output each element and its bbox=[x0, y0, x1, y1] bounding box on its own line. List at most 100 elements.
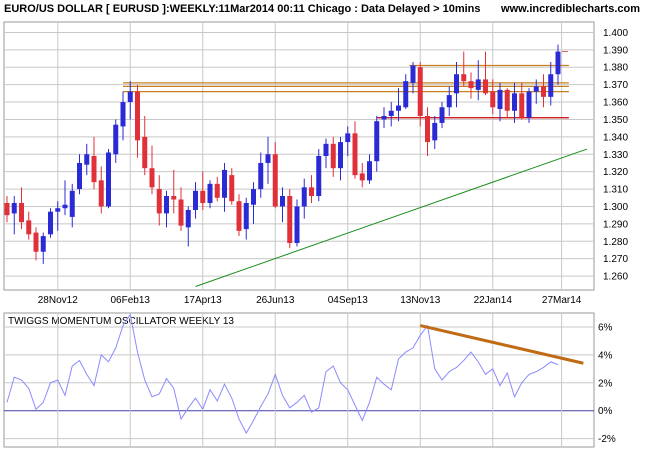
candle bbox=[207, 180, 213, 209]
candle bbox=[483, 51, 488, 96]
candle bbox=[352, 121, 358, 179]
candle-body bbox=[229, 175, 235, 202]
candle bbox=[541, 74, 546, 108]
candle-body bbox=[316, 156, 322, 197]
candle bbox=[497, 82, 503, 122]
candle bbox=[164, 190, 169, 228]
candle bbox=[91, 136, 97, 190]
price-x-tick-label: 26Jun13 bbox=[256, 295, 295, 306]
support-trendline-0 bbox=[195, 148, 588, 287]
candle bbox=[504, 88, 510, 118]
candle bbox=[338, 136, 343, 181]
candle-body bbox=[323, 143, 329, 156]
candle bbox=[512, 82, 517, 123]
candle bbox=[135, 84, 140, 158]
candle bbox=[490, 79, 496, 115]
site-url[interactable]: www.incrediblecharts.com bbox=[500, 3, 640, 15]
candle bbox=[468, 72, 474, 99]
candle-body bbox=[193, 190, 198, 210]
candle bbox=[142, 115, 148, 176]
candle bbox=[533, 79, 539, 104]
candle-body bbox=[178, 199, 184, 226]
candle-body bbox=[185, 209, 191, 228]
candle bbox=[381, 107, 387, 129]
candle bbox=[410, 62, 416, 94]
candle bbox=[294, 199, 300, 247]
candle bbox=[84, 143, 90, 176]
candle bbox=[156, 175, 162, 226]
candle-body bbox=[396, 105, 401, 111]
price-x-tick-label: 13Nov13 bbox=[400, 295, 440, 306]
candle bbox=[11, 196, 17, 235]
candle bbox=[19, 187, 24, 230]
price-x-tick-label: 06Feb13 bbox=[111, 295, 151, 306]
candle-body bbox=[439, 107, 445, 123]
candle-body bbox=[490, 91, 496, 108]
chart-title: EURO/US DOLLAR [ EURUSD ]:WEEKLY:11Mar20… bbox=[4, 3, 481, 15]
price-y-tick-label: 1.360 bbox=[603, 98, 628, 109]
candle bbox=[258, 152, 264, 198]
candle-body bbox=[251, 189, 256, 205]
candle bbox=[548, 62, 554, 106]
price-y-tick-label: 1.300 bbox=[603, 202, 628, 213]
candle bbox=[323, 138, 329, 169]
candle-body bbox=[200, 190, 206, 203]
candle bbox=[48, 208, 53, 238]
candle bbox=[265, 136, 271, 184]
candle bbox=[4, 196, 10, 223]
candle bbox=[403, 74, 409, 110]
oscillator-y-axis: 6% 4% 2% 0% -2% bbox=[598, 322, 616, 445]
candle-body bbox=[62, 204, 68, 209]
price-y-tick-label: 1.320 bbox=[603, 167, 628, 178]
candle-body bbox=[475, 79, 481, 90]
osc-y-tick-label: 6% bbox=[598, 322, 613, 333]
candle bbox=[171, 169, 177, 214]
price-y-tick-label: 1.290 bbox=[603, 219, 628, 230]
price-y-tick-label: 1.390 bbox=[603, 45, 628, 56]
candle bbox=[425, 107, 430, 156]
price-y-tick-label: 1.280 bbox=[603, 237, 628, 248]
candle bbox=[113, 119, 119, 163]
price-y-tick-label: 1.340 bbox=[603, 132, 628, 143]
candle bbox=[55, 201, 61, 231]
candle-body bbox=[55, 208, 61, 212]
osc-y-tick-label: -2% bbox=[598, 434, 616, 445]
candle bbox=[446, 86, 452, 116]
candle bbox=[127, 81, 133, 120]
candle-body bbox=[11, 202, 17, 214]
candle bbox=[454, 62, 459, 108]
candle-body bbox=[555, 51, 561, 75]
candle-body bbox=[171, 196, 177, 200]
candle bbox=[388, 102, 394, 127]
candle-body bbox=[207, 183, 213, 203]
candle bbox=[432, 115, 438, 150]
candle bbox=[200, 171, 206, 210]
candle-body bbox=[359, 173, 365, 181]
oscillator-line bbox=[6, 313, 559, 435]
candle-body bbox=[294, 206, 300, 244]
candle-body bbox=[497, 89, 503, 110]
price-x-tick-label: 28Nov12 bbox=[38, 295, 78, 306]
price-x-tick-label: 22Jan14 bbox=[474, 295, 513, 306]
osc-y-tick-label: 0% bbox=[598, 406, 613, 417]
candle bbox=[98, 166, 104, 214]
osc-y-tick-label: 2% bbox=[598, 378, 613, 389]
candle-body bbox=[425, 115, 430, 143]
candle bbox=[77, 154, 82, 195]
candle bbox=[330, 136, 336, 177]
candle-body bbox=[127, 91, 133, 103]
candle-body bbox=[403, 81, 409, 108]
candle bbox=[120, 91, 126, 141]
candle-body bbox=[149, 168, 155, 188]
divergence-trendline-0 bbox=[419, 324, 584, 365]
oscillator-panel-frame bbox=[3, 312, 595, 448]
candle bbox=[374, 115, 380, 172]
candle-body bbox=[69, 190, 75, 217]
candle-body bbox=[120, 102, 126, 127]
candle-body bbox=[236, 201, 242, 231]
candle bbox=[185, 206, 191, 247]
candle bbox=[214, 176, 220, 202]
candle-body bbox=[258, 162, 264, 190]
candle-body bbox=[164, 196, 169, 214]
